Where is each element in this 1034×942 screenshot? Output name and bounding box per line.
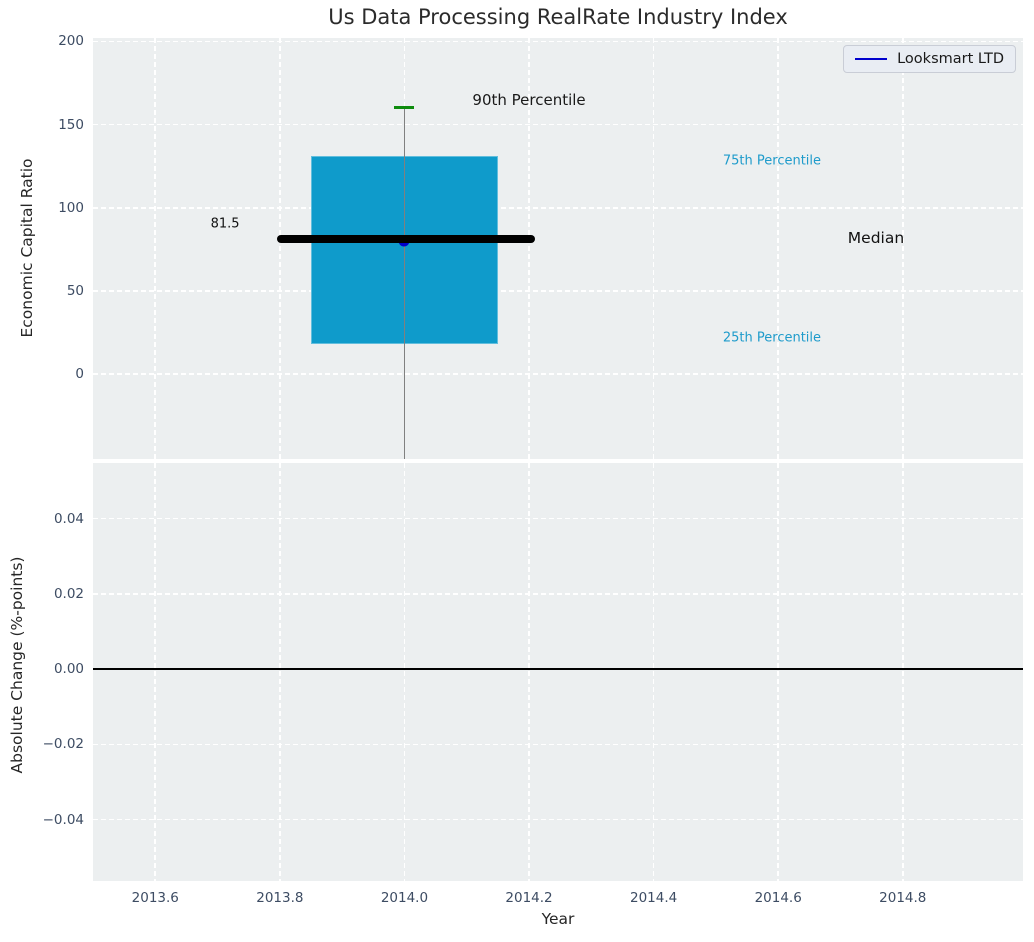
ytick-label: 0.04 — [53, 510, 84, 527]
gridline-vertical — [528, 38, 530, 459]
chart-title: Us Data Processing RealRate Industry Ind… — [328, 5, 788, 29]
ytick-label: 50 — [66, 282, 84, 299]
gridline-vertical — [528, 463, 530, 881]
xtick-label: 2013.8 — [256, 890, 304, 906]
axes-top: Looksmart LTD 200 150 100 50 0 90th Percentil… — [58, 33, 1023, 459]
whisker-line — [403, 107, 406, 459]
annotation-75th-percentile: 75th Percentile — [722, 153, 822, 169]
xtick-label: 2014.0 — [380, 890, 429, 906]
gridline-vertical — [901, 463, 904, 881]
ytick-label: 100 — [58, 199, 84, 216]
legend-line-looksmart — [855, 58, 888, 60]
gridline-horizontal — [93, 373, 1023, 375]
ytick-label: 200 — [58, 33, 84, 50]
ytick-label: 0 — [75, 366, 84, 383]
whisker-cap-90th-percentile — [394, 106, 415, 110]
annotation-90th-percentile: 90th Percentile — [472, 90, 586, 109]
ytick-label: −0.02 — [42, 736, 84, 753]
gridline-vertical — [154, 463, 157, 881]
ylabel-economic-capital-ratio: Economic Capital Ratio — [18, 158, 36, 338]
annotation-81-5: 81.5 — [210, 216, 240, 232]
gridline-horizontal — [93, 818, 1023, 821]
ytick-label: 150 — [58, 116, 84, 133]
gridline-horizontal — [93, 290, 1023, 292]
gridline-vertical — [403, 463, 406, 881]
gridline-vertical — [777, 463, 779, 881]
gridline-horizontal — [93, 743, 1023, 746]
xtick-label: 2014.4 — [629, 890, 678, 906]
gridline-horizontal — [93, 123, 1023, 126]
ytick-label: 0.00 — [53, 661, 84, 678]
ytick-label: 0.02 — [53, 585, 84, 602]
gridline-vertical — [652, 463, 655, 881]
xtick-label: 2014.8 — [879, 890, 927, 906]
legend-label: Looksmart LTD — [897, 51, 1004, 67]
gridline-horizontal — [93, 40, 1023, 43]
xtick-label: 2014.2 — [505, 890, 553, 906]
annotation-25th-percentile: 25th Percentile — [722, 330, 822, 346]
gridline-vertical — [154, 38, 157, 459]
gridline-vertical — [901, 38, 904, 459]
gridline-vertical — [279, 38, 281, 459]
gridline-horizontal — [93, 206, 1023, 209]
legend: Looksmart LTD — [843, 45, 1016, 73]
axes-bottom: 0.04 0.02 0.00 −0.02 −0.04 2013.6 2013.8 2014.0… — [43, 463, 1023, 906]
gridline-vertical — [652, 38, 655, 459]
gridline-vertical — [777, 38, 779, 459]
xtick-label: 2013.6 — [131, 890, 179, 906]
annotation-median: Median — [847, 228, 905, 247]
gridline-horizontal — [93, 593, 1023, 595]
median-line — [276, 234, 536, 243]
ytick-label: −0.04 — [42, 811, 84, 828]
xlabel-year: Year — [541, 910, 575, 928]
ylabel-absolute-change: Absolute Change (%-points) — [8, 556, 26, 774]
zero-reference-line — [93, 668, 1023, 671]
gridline-horizontal — [93, 517, 1023, 520]
xtick-label: 2014.6 — [754, 890, 802, 906]
gridline-vertical — [279, 463, 281, 881]
